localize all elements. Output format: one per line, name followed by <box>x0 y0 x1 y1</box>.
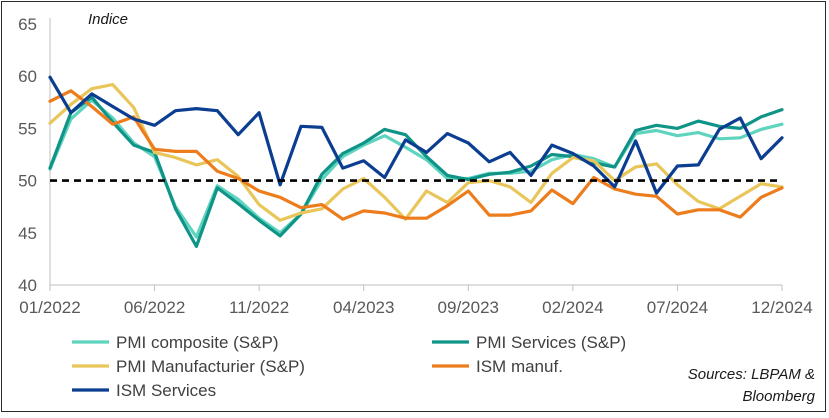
x-tick-label: 12/2024 <box>751 298 812 317</box>
legend: PMI composite (S&P) PMI Services (S&P) PMI… <box>72 333 626 400</box>
legend-label: PMI Manufacturier (S&P) <box>116 357 305 376</box>
x-axis: 01/2022 06/2022 11/2022 04/2023 09/2023 02/20… <box>19 284 813 317</box>
y-tick-label: 50 <box>18 172 37 191</box>
legend-item: PMI Services (S&P) <box>432 333 626 352</box>
legend-label: ISM Services <box>116 381 216 400</box>
y-tick-label: 65 <box>18 15 37 34</box>
series-line-ism-services <box>48 75 784 195</box>
legend-item: PMI composite (S&P) <box>72 333 279 352</box>
chart-frame: 40 45 50 55 60 65 01/2022 06/2022 11/2022 04/202… <box>1 1 826 412</box>
legend-label: PMI composite (S&P) <box>116 333 279 352</box>
source-note-line2: Bloomberg <box>742 388 815 405</box>
x-tick-label: 11/2022 <box>229 298 289 317</box>
series-line-ism-manuf <box>48 89 784 221</box>
x-tick-label: 07/2024 <box>647 298 708 317</box>
x-tick-label: 01/2022 <box>19 298 80 317</box>
legend-item: ISM Services <box>72 381 216 400</box>
y-axis: 40 45 50 55 60 65 <box>18 15 51 295</box>
legend-label: PMI Services (S&P) <box>476 333 626 352</box>
y-tick-label: 45 <box>18 224 37 243</box>
y-axis-label: Indice <box>88 11 128 28</box>
y-tick-label: 60 <box>18 67 37 86</box>
y-tick-label: 55 <box>18 119 37 138</box>
legend-item: PMI Manufacturier (S&P) <box>72 357 305 376</box>
series-line-pmi-manufacturier-s-p <box>48 82 784 222</box>
x-tick-label: 04/2023 <box>333 298 394 317</box>
source-note-line1: Sources: LBPAM & <box>688 366 815 383</box>
line-chart: 40 45 50 55 60 65 01/2022 06/2022 11/2022 04/202… <box>18 11 816 405</box>
x-tick-label: 02/2024 <box>542 298 603 317</box>
series-layer <box>48 75 784 248</box>
x-tick-label: 06/2022 <box>124 298 185 317</box>
y-tick-label: 40 <box>18 276 37 295</box>
legend-label: ISM manuf. <box>476 357 563 376</box>
legend-item: ISM manuf. <box>432 357 563 376</box>
x-tick-label: 09/2023 <box>438 298 499 317</box>
